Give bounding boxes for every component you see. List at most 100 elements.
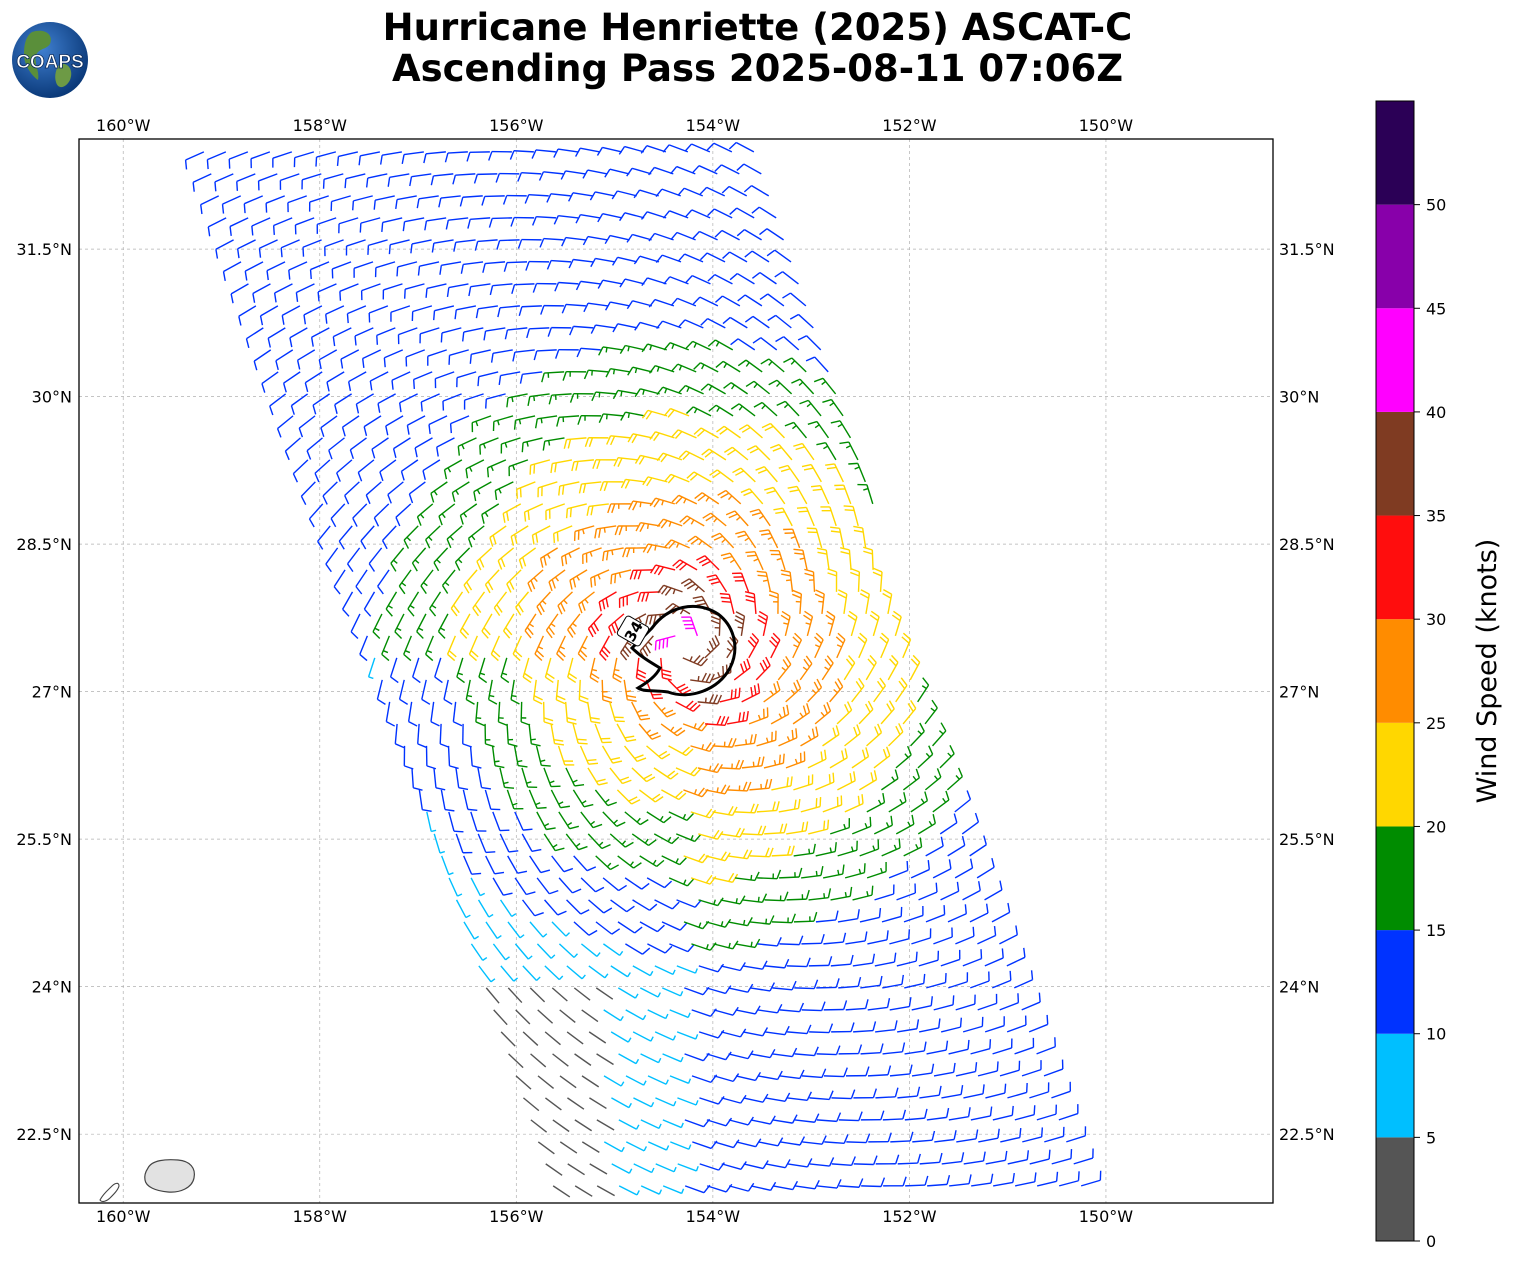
- wind-barb: [560, 170, 586, 180]
- wind-barb: [506, 569, 522, 593]
- wind-barb: [587, 613, 603, 638]
- wind-barb: [443, 459, 463, 480]
- wind-barb: [459, 195, 483, 207]
- wind-barb: [510, 679, 520, 705]
- wind-barb: [978, 1128, 1000, 1143]
- wind-barb: [1021, 1060, 1042, 1077]
- wind-barb: [462, 789, 478, 811]
- wind-barb: [727, 849, 753, 860]
- wind-barb: [492, 415, 514, 431]
- wind-barb: [808, 888, 832, 901]
- wind-barb: [289, 327, 308, 348]
- wind-barb: [1036, 1104, 1057, 1121]
- wind-barb: [507, 921, 525, 939]
- wind-barb: [969, 835, 987, 857]
- wind-barb: [486, 459, 507, 478]
- wind-barb: [569, 569, 588, 590]
- wind-barb: [479, 437, 499, 455]
- wind-barb: [521, 899, 544, 917]
- wind-barb: [662, 1053, 684, 1063]
- wind-barb: [465, 459, 485, 479]
- wind-barb: [605, 368, 631, 378]
- wind-barb: [822, 795, 843, 813]
- wind-barb: [771, 913, 796, 924]
- wind-barb: [699, 1162, 725, 1171]
- wind-barb: [481, 195, 505, 206]
- wind-barb: [396, 261, 418, 277]
- wind-barb: [513, 415, 536, 430]
- wind-barb: [610, 899, 635, 913]
- wind-barb: [860, 975, 883, 989]
- wind-barb: [328, 437, 345, 460]
- wind-barb: [655, 188, 681, 198]
- wind-barb: [963, 1084, 985, 1099]
- wind-barb: [317, 283, 337, 302]
- wind-barb: [706, 1117, 733, 1127]
- wind-barb: [779, 867, 803, 879]
- wind-barb: [670, 1141, 692, 1150]
- wind-barb: [470, 943, 488, 961]
- wind-barb: [595, 921, 621, 935]
- wind-barb: [787, 1158, 813, 1168]
- wind-barb: [411, 547, 427, 572]
- wind-barb: [545, 1097, 562, 1111]
- wind-barb: [410, 239, 432, 254]
- wind-barb: [897, 1153, 921, 1165]
- wind-barb: [581, 1141, 600, 1153]
- wind-barb: [873, 677, 886, 703]
- wind-barb: [803, 610, 814, 637]
- wind-barb: [765, 1092, 791, 1102]
- wind-barb: [744, 250, 770, 263]
- wind-barb: [454, 547, 471, 571]
- wind-barb: [786, 957, 811, 968]
- wind-barb: [445, 217, 469, 230]
- wind-barb: [772, 980, 797, 991]
- wind-barb: [647, 943, 673, 954]
- wind-barb: [500, 657, 510, 684]
- wind-barb: [402, 217, 425, 232]
- wind-barb: [917, 677, 930, 703]
- wind-barb: [265, 195, 285, 213]
- wind-barb: [991, 902, 1011, 923]
- wind-barb: [869, 610, 880, 637]
- wind-barb: [926, 1107, 950, 1121]
- wind-barb: [440, 789, 455, 812]
- colorbar-tick-label: 15: [1426, 921, 1446, 940]
- wind-barb: [706, 574, 728, 593]
- wind-barb: [512, 349, 535, 362]
- wind-barb: [594, 525, 617, 539]
- wind-barb: [971, 1173, 994, 1187]
- wind-barb: [529, 987, 546, 1003]
- wind-barb: [879, 632, 890, 659]
- wind-barb: [724, 446, 749, 461]
- wind-barb: [873, 815, 893, 835]
- wind-barb: [540, 304, 564, 315]
- wind-barb: [917, 745, 934, 769]
- wind-barb: [830, 818, 850, 835]
- wind-barb: [647, 1009, 669, 1020]
- wind-barb: [721, 185, 748, 197]
- wind-barb: [612, 323, 638, 333]
- wind-barb: [317, 525, 331, 550]
- wind-barb: [502, 503, 522, 523]
- lon-tick-label-bottom: 160°W: [96, 1207, 151, 1226]
- wind-barb: [678, 384, 704, 395]
- wind-barb: [459, 613, 471, 639]
- wind-barb: [610, 569, 632, 585]
- wind-barb: [543, 833, 565, 852]
- wind-barb: [917, 814, 936, 835]
- wind-barb: [691, 942, 717, 951]
- wind-barb: [496, 239, 520, 250]
- wind-barb: [494, 481, 514, 501]
- wind-barb: [672, 559, 698, 571]
- wind-barb: [844, 863, 866, 879]
- wind-barb: [594, 723, 612, 744]
- wind-barb: [786, 889, 810, 901]
- wind-barb: [385, 591, 398, 617]
- wind-barb: [253, 349, 272, 371]
- lon-tick-label-top: 154°W: [686, 116, 741, 135]
- wind-barb: [632, 1031, 654, 1042]
- wind-barb: [308, 503, 324, 528]
- wind-barb: [954, 790, 972, 813]
- wind-barb: [537, 1141, 555, 1155]
